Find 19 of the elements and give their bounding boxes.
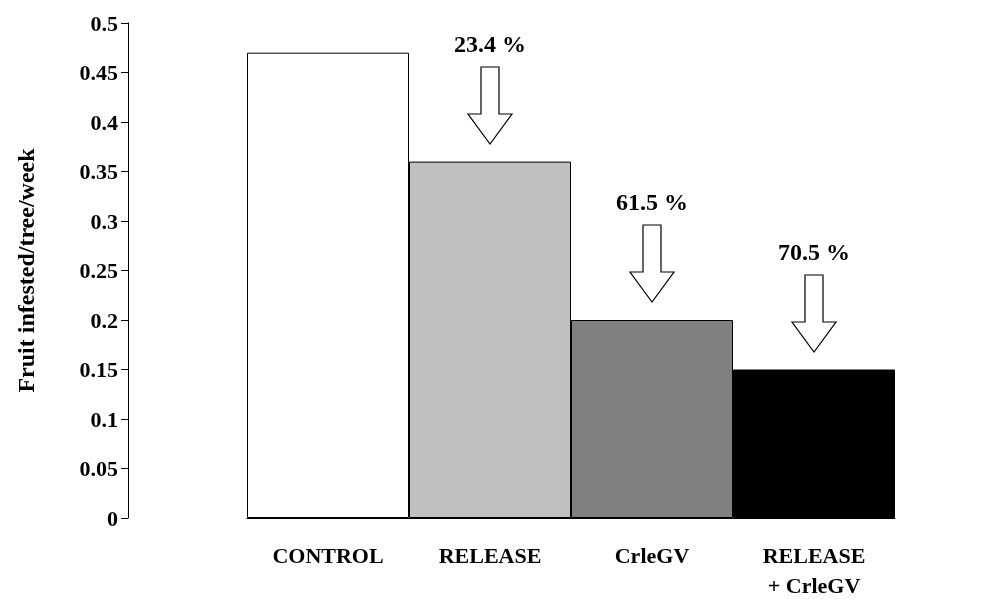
y-tick-label: 0.5 — [90, 10, 118, 36]
y-tick-label: 0.3 — [90, 208, 118, 234]
y-tick-label: 0.2 — [90, 307, 118, 333]
x-tick-label: RELEASE + CrleGV — [762, 542, 866, 598]
annotation: 23.4 % — [454, 30, 526, 58]
y-tick-label: 0.35 — [79, 159, 118, 184]
annotation: 70.5 % — [778, 238, 850, 265]
x-tick-label: RELEASE — [438, 542, 542, 568]
y-tick-label: 0.15 — [79, 357, 118, 382]
annotation: 61.5 % — [616, 188, 688, 216]
x-tick-label: CrleGV — [614, 542, 690, 568]
y-tick-label: 0.1 — [90, 406, 118, 432]
y-tick-label: 0 — [107, 505, 118, 531]
y-tick-label: 0.4 — [90, 109, 118, 135]
y-tick-label: 0.45 — [79, 60, 118, 85]
y-tick-label: 0.25 — [79, 258, 118, 283]
x-tick-label: CONTROL — [272, 542, 384, 568]
y-tick-label: 0.05 — [79, 456, 118, 481]
y-axis-title: Fruit infested/tree/week — [13, 147, 39, 393]
